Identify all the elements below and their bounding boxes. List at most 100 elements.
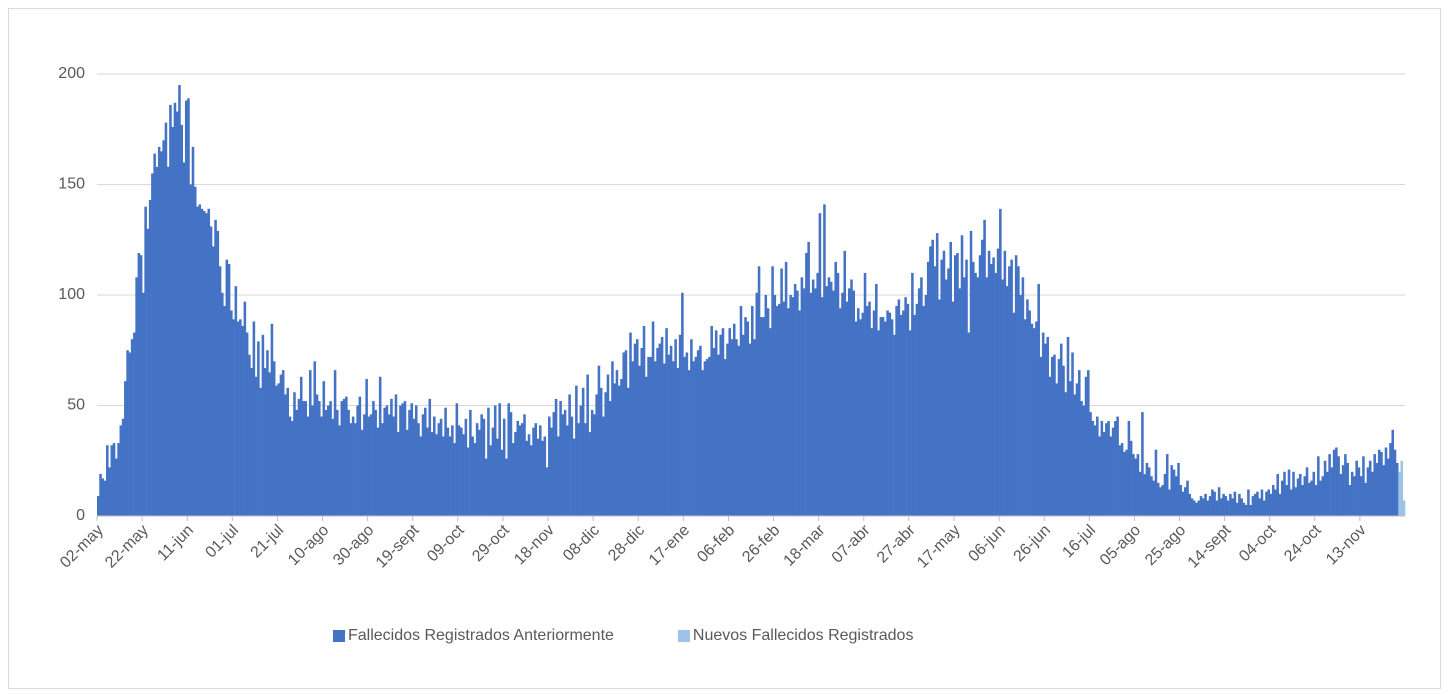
bar <box>866 306 869 516</box>
bar <box>1008 266 1011 516</box>
bar <box>717 354 720 516</box>
bar <box>487 407 490 516</box>
bar <box>297 398 301 516</box>
bar <box>1050 356 1054 516</box>
bar <box>823 204 826 516</box>
bar <box>320 416 323 516</box>
bar <box>1215 500 1219 516</box>
bar <box>333 370 337 516</box>
bar <box>843 250 847 517</box>
bar <box>563 409 567 516</box>
bar <box>135 277 138 516</box>
bar <box>1308 482 1311 516</box>
bar <box>130 339 134 516</box>
bar <box>1084 376 1088 516</box>
bar <box>1296 478 1300 516</box>
bar <box>1030 323 1034 516</box>
bar <box>392 416 395 516</box>
bar <box>572 438 576 516</box>
bar <box>1368 460 1372 516</box>
legend-label: Nuevos Fallecidos Registrados <box>693 627 914 644</box>
bar <box>1335 447 1338 516</box>
bar <box>338 425 341 516</box>
bar <box>1240 498 1243 516</box>
bar <box>1111 427 1115 516</box>
bar <box>1395 462 1399 516</box>
bar <box>1350 471 1354 516</box>
bar <box>753 339 756 516</box>
bar <box>820 297 824 516</box>
bar <box>1262 500 1266 516</box>
bar <box>953 255 957 516</box>
bar <box>996 248 1000 516</box>
bar <box>539 425 542 516</box>
bar <box>911 272 914 516</box>
bar <box>534 423 538 516</box>
bar <box>363 414 366 516</box>
bar <box>1114 420 1117 516</box>
bar <box>1222 493 1225 516</box>
bar <box>940 259 943 516</box>
bar <box>983 219 986 517</box>
bar <box>453 443 456 516</box>
bar <box>473 443 477 516</box>
bar <box>1274 489 1277 516</box>
bar <box>674 339 677 516</box>
bar <box>1116 416 1119 516</box>
bar <box>1014 255 1018 516</box>
bar <box>232 319 235 516</box>
bar <box>457 425 461 516</box>
bar <box>1129 440 1133 516</box>
bar <box>775 306 779 516</box>
bar <box>1044 343 1047 516</box>
bar <box>832 290 835 516</box>
bar <box>500 449 504 516</box>
bar <box>128 352 132 516</box>
bar <box>974 272 977 516</box>
bar <box>225 259 229 516</box>
bar <box>1179 485 1183 516</box>
bar <box>491 427 495 516</box>
bar <box>965 259 968 516</box>
bar <box>1211 489 1214 516</box>
bar <box>667 354 671 516</box>
bar <box>1244 504 1248 516</box>
bar <box>498 403 501 516</box>
bar <box>396 432 400 516</box>
bar <box>845 301 849 516</box>
bar <box>895 306 898 516</box>
bar <box>1355 460 1358 516</box>
bar <box>730 339 734 516</box>
bar <box>949 241 953 516</box>
bar <box>926 261 930 516</box>
bar <box>897 299 901 516</box>
bar <box>796 290 799 516</box>
bar <box>250 367 253 516</box>
bar <box>735 339 738 516</box>
bar <box>602 416 605 516</box>
bar <box>708 356 711 516</box>
bar <box>160 151 163 516</box>
bar <box>999 208 1002 516</box>
bar <box>511 443 515 516</box>
bar <box>257 341 260 516</box>
bar <box>1220 498 1223 516</box>
bar <box>1195 502 1198 516</box>
bar <box>281 370 285 516</box>
bar <box>112 443 116 516</box>
bar <box>234 286 238 516</box>
bar <box>1301 485 1304 516</box>
bar <box>969 230 973 516</box>
bar <box>1267 489 1270 516</box>
bar <box>599 387 603 516</box>
bar <box>1057 359 1061 516</box>
bar <box>1082 405 1086 516</box>
bar <box>196 206 199 516</box>
bar <box>1269 493 1273 516</box>
bar <box>1003 250 1007 517</box>
bar <box>554 398 558 516</box>
bar <box>1156 482 1160 516</box>
bar <box>701 370 704 516</box>
bar <box>566 425 569 516</box>
bar <box>656 348 659 516</box>
